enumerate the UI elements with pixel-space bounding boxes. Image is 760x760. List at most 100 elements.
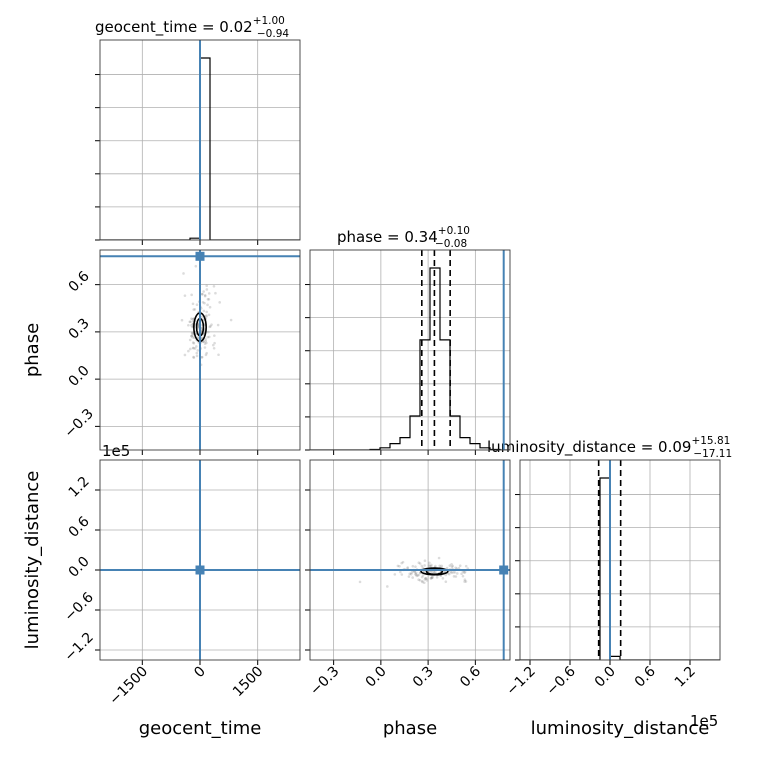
sample-point [464,564,468,568]
sample-point [452,575,456,578]
sample-point [451,564,455,568]
sample-point [414,573,418,576]
sample-point [423,564,426,567]
tick-label-y-luminosity_distance: 0.0 [66,554,93,581]
sample-point [398,565,401,568]
sample-point [192,356,196,359]
sample-point [190,293,193,297]
sample-point [393,573,397,576]
sample-point [213,341,216,345]
sample-point [420,579,424,583]
sample-point [421,580,424,584]
panel-frame [99,459,301,661]
sample-point [437,556,441,560]
sample-point [206,297,210,301]
sample-point [195,345,198,348]
tick-label-y-luminosity_distance: 0.6 [66,514,93,541]
sample-point [452,571,455,574]
sample-point [205,314,208,317]
sample-point [191,317,194,321]
sample-point [415,574,419,578]
sample-point [400,561,403,565]
sample-point [203,342,207,346]
plot-area [100,460,300,660]
sample-point [200,356,203,359]
sample-point [416,574,419,577]
sample-point [191,346,195,350]
truth-point [499,565,509,575]
sample-point [205,288,209,291]
offset-text-ld-y: 1e5 [102,442,130,460]
sample-point [444,580,448,584]
sample-point [423,559,427,563]
sample-point [205,341,208,345]
sample-point [200,326,204,330]
ylabel-phase: phase [22,323,43,377]
sample-point [189,320,192,324]
tick-label-x-geocent_time: −1500 [106,664,151,709]
xlabel-luminosity_distance: luminosity_distance [531,718,710,739]
tick-label-y-phase: 0.6 [66,268,93,295]
sample-point [435,576,439,579]
sample-point [450,571,453,575]
sample-point [205,315,208,318]
sample-point [200,292,204,296]
tick-label-x-luminosity_distance: 0.6 [632,663,659,690]
sample-point [411,564,415,568]
sample-point [445,566,449,570]
xlabel-geocent_time: geocent_time [139,718,262,739]
sample-point [188,338,192,342]
sample-point [449,570,453,574]
density-contour [425,567,444,576]
sample-point [217,353,220,357]
sample-point [213,334,216,337]
sample-point [463,580,466,583]
panel-frame [99,249,301,451]
sample-point [461,570,465,574]
panel-frame [519,459,721,661]
sample-point [192,346,195,350]
sample-point [211,343,215,347]
plot-area [310,250,510,450]
sample-point [429,576,433,580]
sample-point [463,571,466,575]
sample-point [430,563,433,567]
sample-point [202,290,205,293]
sample-point [440,564,444,568]
sample-point [414,565,417,569]
panel-geocent_time-phase: −0.3 0.0 0.3 0.6 [61,249,301,455]
title-luminosity_distance: luminosity_distance = 0.09+15.81 −17.11 [487,435,732,460]
panel-luminosity_distance-luminosity_distance: −1.2 −0.6 0.0 0.6 1.2 [503,459,721,699]
sample-point [431,575,434,579]
sample-point [206,303,209,307]
sample-point [192,308,195,311]
sample-point [207,292,211,295]
sample-point [190,324,193,327]
sample-point [207,297,211,301]
sample-point [420,564,424,568]
sample-point [204,353,208,357]
panel-frame [99,39,301,241]
sample-point [200,355,204,359]
sample-point [202,309,206,313]
sample-point [191,336,194,339]
sample-point [201,300,205,304]
sample-point [417,578,420,581]
sample-point [194,264,198,268]
sample-point [463,578,467,581]
sample-point [424,576,427,580]
sample-point [425,579,429,582]
sample-point [205,284,209,288]
sample-point [195,303,199,307]
panel-geocent_time-geocent_time [95,39,301,245]
sample-point [424,577,428,580]
sample-point [206,335,209,339]
panel-phase-luminosity_distance: −0.3 0.0 0.3 0.6 [305,459,511,699]
sample-point [203,293,207,297]
sample-point [204,339,207,343]
tick-label-x-luminosity_distance: −0.6 [543,663,578,698]
plot-area [310,460,510,660]
panel-frame [309,459,511,661]
sample-point [208,325,212,329]
sample-point [438,564,442,568]
